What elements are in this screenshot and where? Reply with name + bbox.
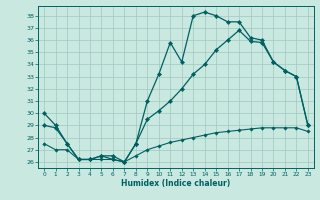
X-axis label: Humidex (Indice chaleur): Humidex (Indice chaleur) [121, 179, 231, 188]
